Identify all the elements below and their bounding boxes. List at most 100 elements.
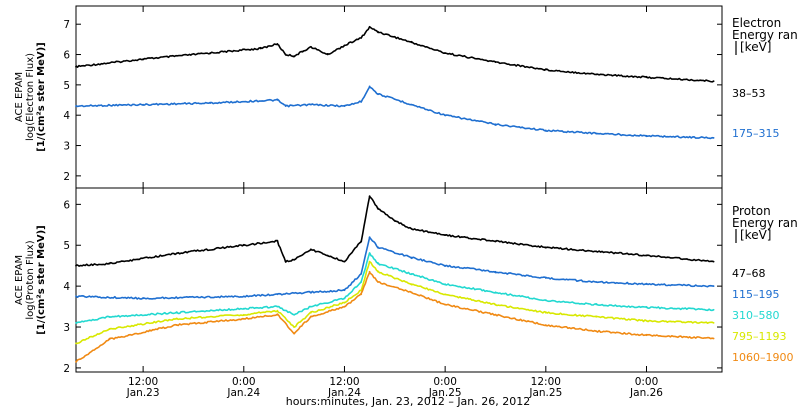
data-point (343, 301, 346, 304)
x-tick-label: 0:00 (635, 376, 659, 388)
data-point (595, 281, 598, 283)
x-tick-label: 12:00 (128, 376, 158, 388)
data-point (175, 317, 178, 320)
data-point (242, 244, 245, 247)
data-point (242, 307, 245, 310)
y-tick-label: 5 (63, 80, 70, 92)
data-point (544, 246, 547, 249)
y-axis-label: log(Proton Flux) (25, 240, 36, 319)
data-point (544, 324, 547, 326)
data-point (444, 303, 446, 306)
data-point (310, 291, 312, 294)
data-point (75, 295, 77, 298)
data-point (712, 260, 715, 263)
y-tick-label: 3 (63, 141, 70, 153)
data-point (645, 76, 648, 79)
data-point (494, 123, 497, 126)
data-point (494, 240, 497, 243)
data-point (310, 248, 312, 251)
data-point (544, 277, 547, 279)
series-line (75, 252, 714, 325)
data-point (276, 305, 279, 308)
data-point (242, 317, 245, 320)
data-point (343, 260, 346, 263)
data-point (410, 228, 413, 230)
data-point (276, 43, 279, 45)
proton-panel: 2 3 4 5 6 ACE EPAM log(Proton Flux) [1/(cm²s st… (14, 187, 798, 375)
data-point (444, 293, 446, 296)
data-point (494, 270, 497, 273)
data-point (377, 30, 379, 33)
data-point (712, 308, 715, 311)
data-point (242, 295, 245, 298)
data-point (293, 313, 295, 316)
data-point (293, 332, 295, 335)
data-point (75, 342, 77, 345)
data-point (595, 303, 598, 306)
data-point (544, 299, 547, 302)
data-point (360, 37, 363, 39)
data-point (595, 330, 598, 332)
data-point (377, 281, 379, 283)
y-axis-label: [1/(cm²s ster MeV)] (36, 42, 47, 151)
data-point (142, 297, 145, 300)
data-point (645, 306, 648, 309)
data-point (544, 129, 547, 132)
y-tick-label: 6 (63, 50, 70, 62)
data-point (444, 114, 446, 117)
data-point (645, 134, 648, 137)
x-tick-date: Jan.24 (226, 387, 260, 399)
data-point (293, 55, 295, 57)
data-point (75, 322, 77, 324)
data-point (284, 105, 287, 107)
data-point (377, 93, 379, 95)
x-tick-date: Jan.25 (428, 387, 462, 399)
data-point (494, 303, 497, 306)
series-line (75, 260, 714, 345)
y-axis-label: ACE EPAM (14, 255, 25, 305)
data-point (712, 322, 715, 324)
data-point (595, 132, 598, 135)
x-tick-date: Jan.26 (629, 387, 663, 399)
data-point (360, 273, 363, 275)
data-point (368, 85, 371, 88)
data-point (343, 289, 346, 292)
data-point (284, 53, 287, 56)
data-point (368, 260, 371, 263)
data-point (175, 311, 178, 314)
data-point (310, 311, 312, 314)
series-line (75, 195, 714, 267)
data-point (360, 240, 363, 243)
data-point (310, 305, 312, 308)
data-point (444, 283, 446, 285)
data-point (444, 264, 446, 267)
data-point (276, 293, 279, 296)
data-point (142, 103, 145, 106)
data-point (368, 270, 371, 273)
data-point (293, 258, 295, 261)
data-point (276, 309, 279, 312)
data-point (242, 313, 245, 316)
data-point (284, 260, 287, 263)
data-point (142, 58, 145, 60)
data-point (108, 262, 111, 265)
data-point (712, 337, 715, 340)
proton-legend-title: Proton (732, 204, 771, 218)
data-point (410, 273, 413, 275)
y-tick-label: 2 (63, 171, 70, 183)
data-point (712, 137, 715, 139)
data-point (326, 53, 329, 56)
data-point (209, 102, 212, 104)
data-point (75, 65, 77, 68)
data-point (360, 293, 363, 296)
data-point (108, 315, 111, 318)
data-point (494, 291, 497, 294)
data-point (75, 264, 77, 267)
data-point (410, 291, 413, 294)
data-point (645, 254, 648, 257)
legend-entry: 47–68 (732, 267, 766, 280)
y-tick-label: 6 (63, 199, 70, 211)
series-line (75, 86, 714, 140)
x-tick-label: 0:00 (232, 376, 256, 388)
